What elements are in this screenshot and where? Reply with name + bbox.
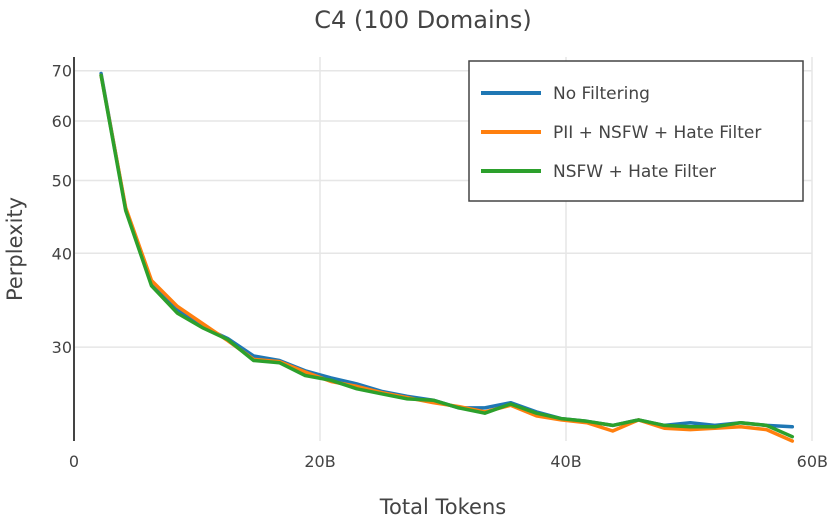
y-tick-labels: 30 40 50 60 70 xyxy=(52,62,72,357)
y-tick-label: 60 xyxy=(52,112,72,131)
y-tick-label: 30 xyxy=(52,338,72,357)
y-tick-label: 50 xyxy=(52,171,72,190)
y-tick-label: 40 xyxy=(52,244,72,263)
y-axis-label: Perplexity xyxy=(3,197,27,301)
x-tick-label: 40B xyxy=(550,452,581,471)
series-line-3 xyxy=(99,73,795,439)
x-tick-labels: 0 20B 40B 60B xyxy=(69,452,828,471)
legend-label: PII + NSFW + Hate Filter xyxy=(553,123,761,143)
x-tick-label: 20B xyxy=(304,452,335,471)
series-lines xyxy=(99,71,795,443)
legend-label: NSFW + Hate Filter xyxy=(553,162,716,182)
legend: No Filtering PII + NSFW + Hate Filter NSFW… xyxy=(468,60,804,202)
x-tick-label: 0 xyxy=(69,452,79,471)
chart-title: C4 (100 Domains) xyxy=(314,6,531,34)
legend-label: No Filtering xyxy=(553,84,650,104)
x-axis-label: Total Tokens xyxy=(379,495,506,519)
y-tick-label: 70 xyxy=(52,62,72,81)
x-tick-label: 60B xyxy=(797,452,828,471)
